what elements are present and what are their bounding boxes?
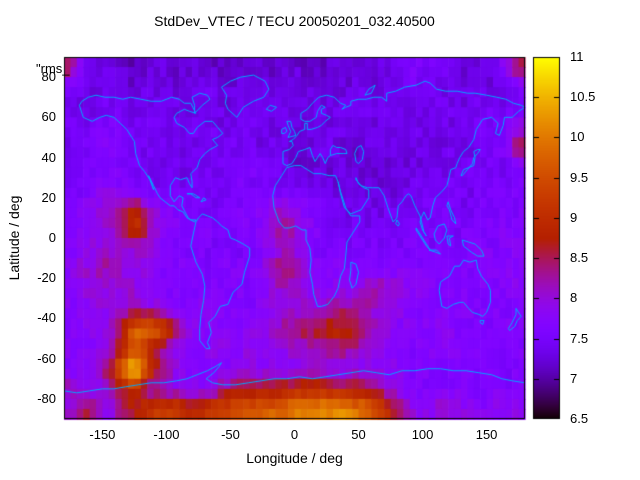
x-axis-title: Longitude / deg [246,450,343,466]
colorbar-tick-label: 8 [570,290,578,306]
y-tick-label: 60 [41,109,56,125]
legend-artifact-label: "rms_ [36,61,70,76]
y-tick-label: 20 [41,189,56,205]
colorbar-tick-label: 7 [570,370,578,386]
x-tick-label: -100 [153,427,180,442]
y-tick-label: 40 [41,149,56,165]
colorbar-tick-label: 7.5 [570,330,589,346]
y-tick-label: -20 [37,270,56,286]
colorbar-tick-label: 6.5 [570,411,589,426]
colorbar-tick-label: 9.5 [570,169,589,185]
y-tick-label: 80 [41,69,56,85]
x-tick-label: 150 [475,427,498,442]
y-tick-label: -80 [37,390,56,406]
x-tick-label: 50 [351,427,366,442]
y-tick-label: -60 [37,350,56,366]
x-tick-label: -50 [221,427,240,442]
x-tick-label: 0 [290,427,299,442]
colorbar-tick-label: 11 [570,49,584,64]
colorbar-tick-label: 10.5 [570,89,596,105]
colorbar-tick-label: 9 [570,209,578,225]
colorbar-tick-label: 10 [570,129,585,145]
y-tick-label: -40 [37,310,56,326]
colorbar-tick-label: 8.5 [570,250,589,266]
chart-title: StdDev_VTEC / TECU 20050201_032.40500 [154,13,435,29]
y-tick-label: 0 [48,230,56,245]
x-tick-label: 100 [411,427,434,442]
x-tick-label: -150 [89,427,116,442]
